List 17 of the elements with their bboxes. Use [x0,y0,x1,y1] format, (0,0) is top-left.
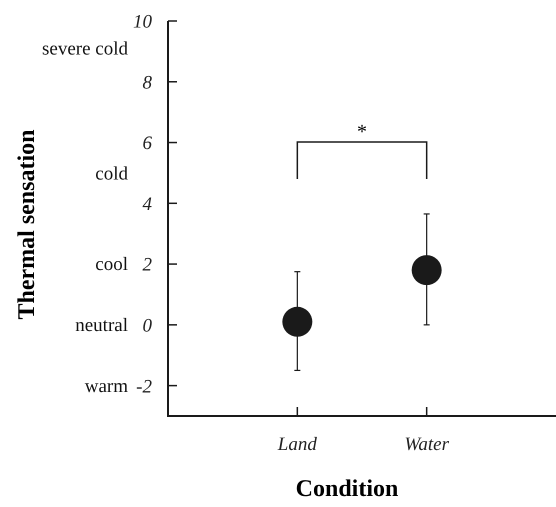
x-tick-label: Water [404,434,450,455]
text: cold [95,163,128,184]
y-tick-label: 10 [133,12,152,33]
y-tick-label: 0 [142,315,152,336]
text: severe cold [42,38,128,60]
y-tick-label: 8 [142,72,152,94]
x-tick-label: Land [276,434,318,455]
y-tick-label: 4 [142,194,152,215]
text: neutral [75,315,128,336]
y-tick-label: -2 [136,376,152,398]
x-axis-title: Condition [296,476,398,502]
y-tick-label: 2 [142,254,152,276]
annotation: * [357,120,367,143]
y-tick-label: 6 [142,133,152,154]
y-axis-title: Thermal sensation [14,129,40,320]
text: warm [84,376,128,397]
text: cool [95,254,128,276]
